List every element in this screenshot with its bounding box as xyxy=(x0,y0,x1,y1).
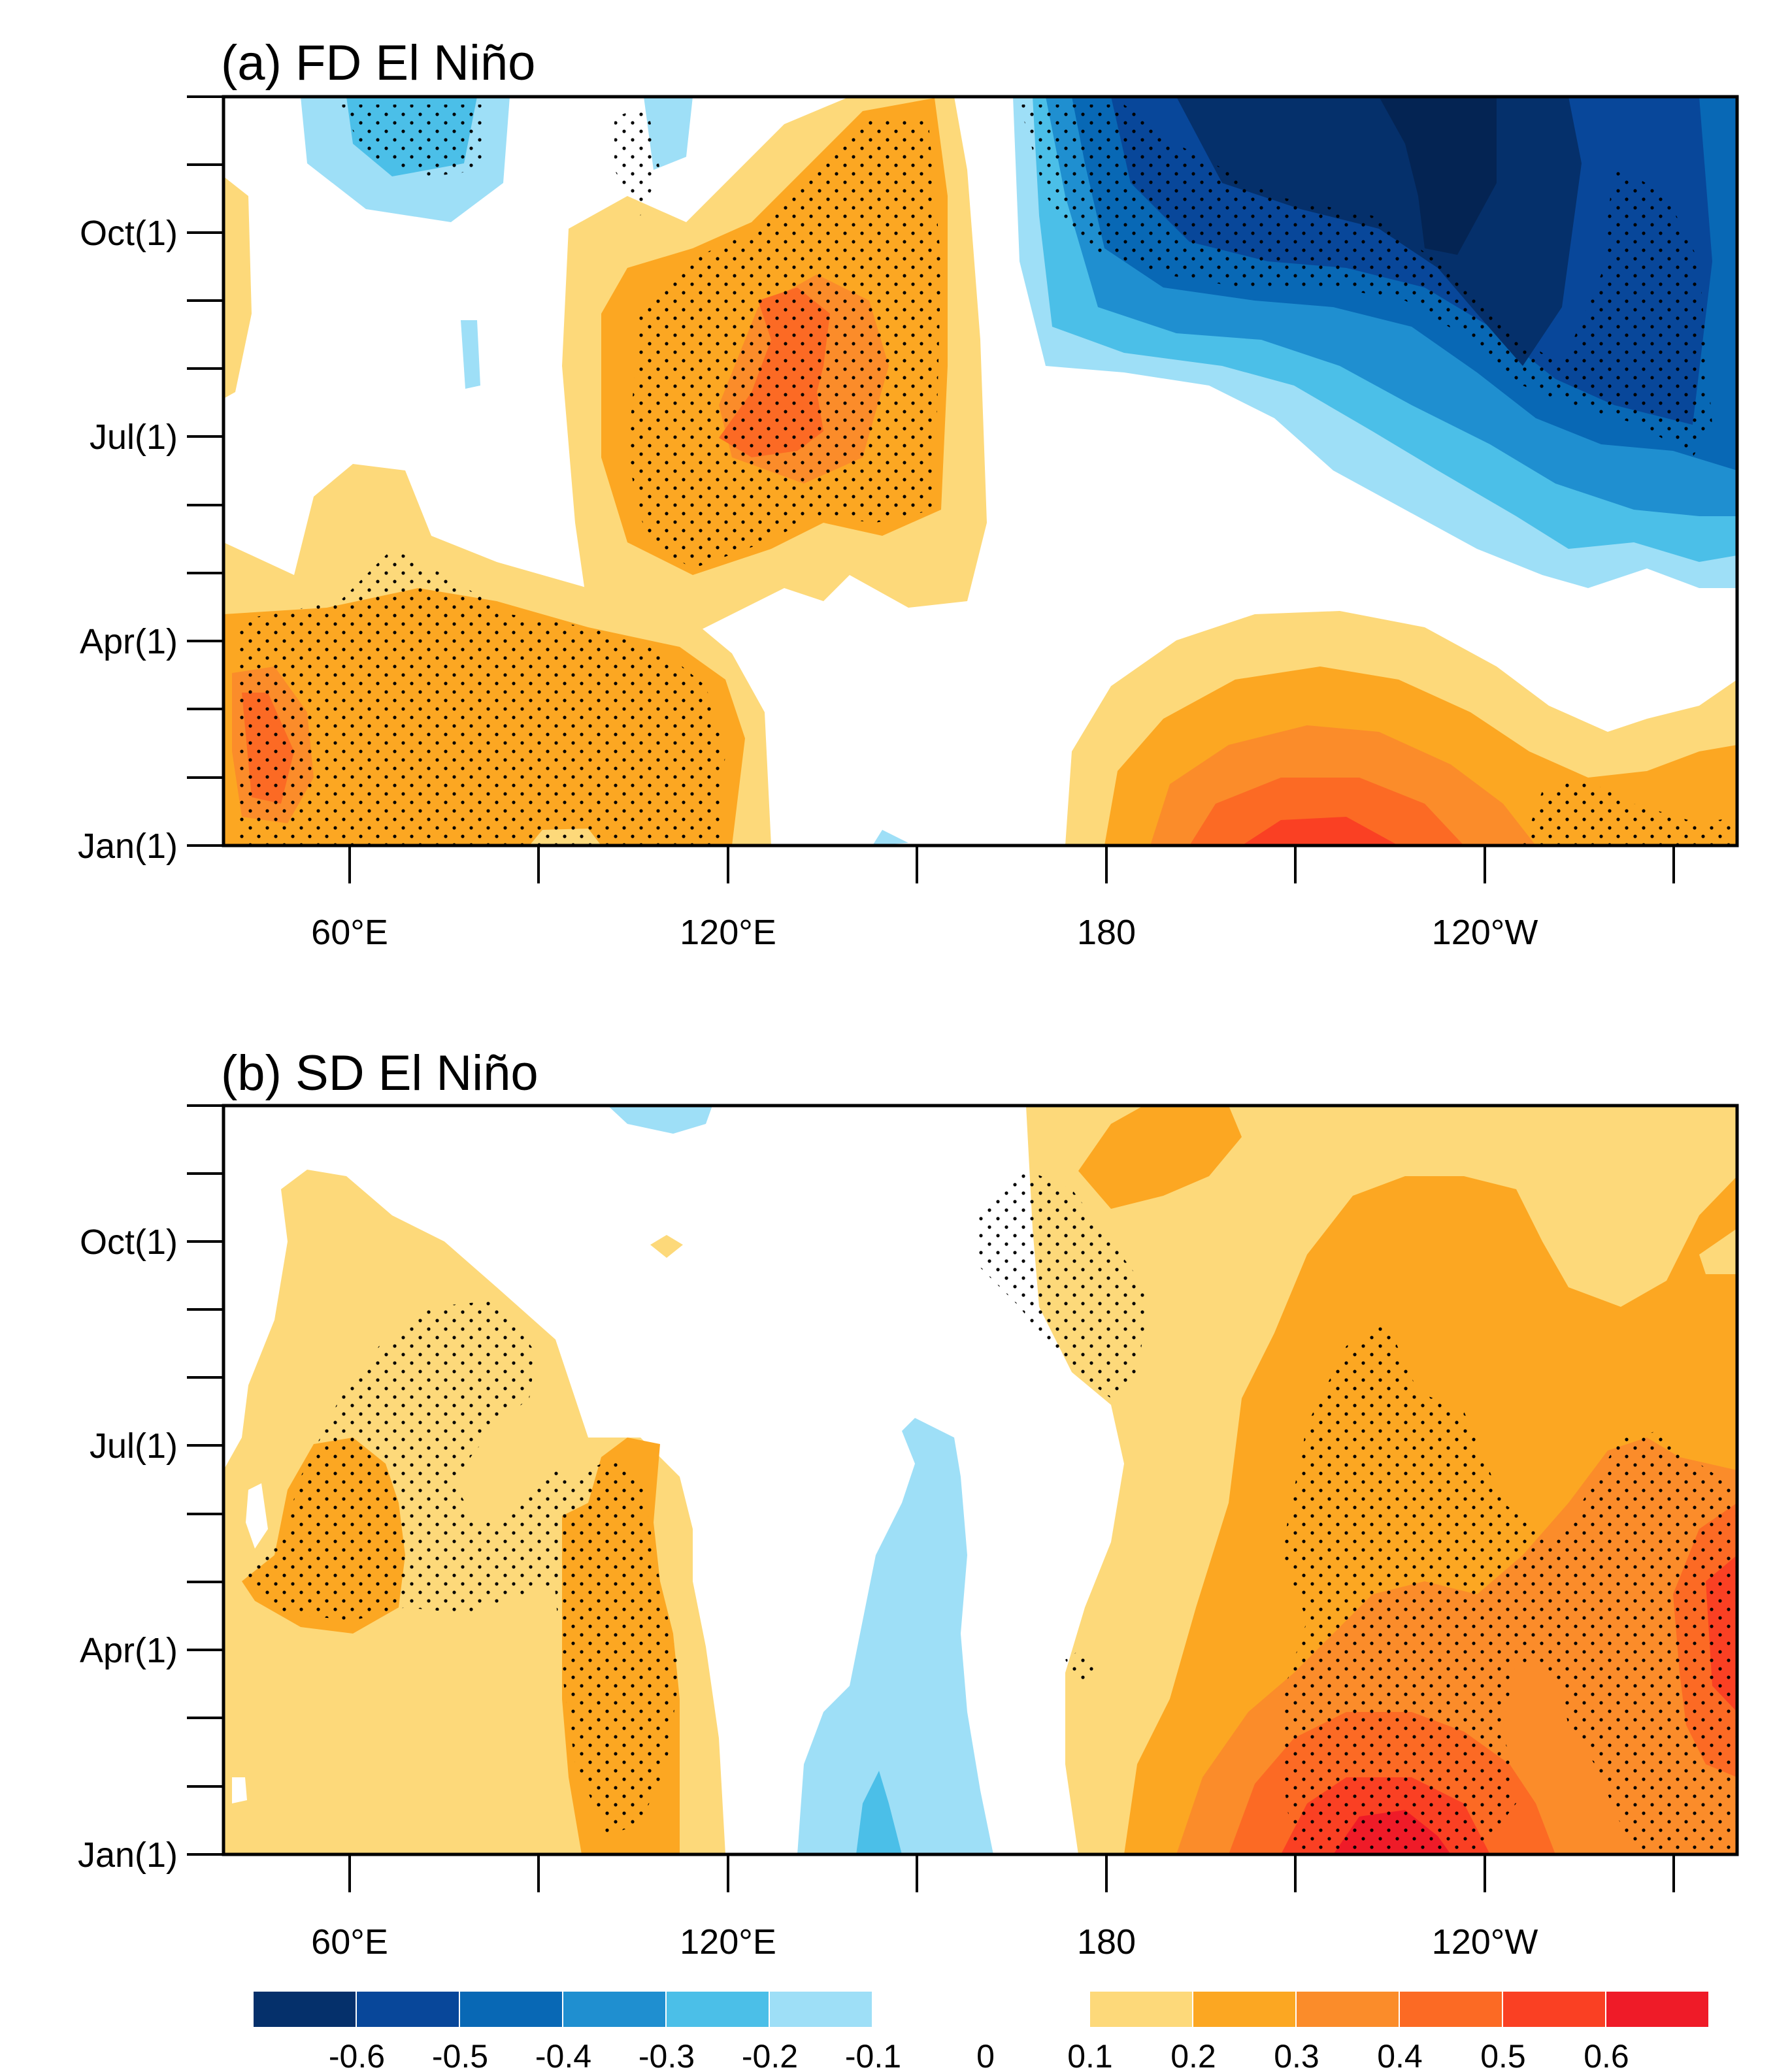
colorbar-label-pos-4: 0.4 xyxy=(1377,2038,1423,2072)
panel-b-ylabel-oct: Oct(1) xyxy=(80,1223,178,1262)
b-yellow-smallblob xyxy=(650,1235,683,1258)
panel-a: (a) FD El Niño xyxy=(78,35,1739,952)
colorbar-label-neg-2: -0.5 xyxy=(432,2038,488,2072)
panel-b-ylabel-apr: Apr(1) xyxy=(80,1631,178,1670)
panel-b-y-ticks xyxy=(187,1104,224,1856)
panel-a-ylabel-apr: Apr(1) xyxy=(80,622,178,661)
colorbar-swatch-pos-2 xyxy=(1193,1992,1295,2027)
colorbar-label-zero: 0 xyxy=(976,2038,995,2072)
colorbar-label-neg-1: -0.6 xyxy=(329,2038,385,2072)
panel-a-ylabel-jan: Jan(1) xyxy=(78,827,178,866)
a-stipple-lowerright xyxy=(1523,778,1737,846)
panel-b-title: (b) SD El Niño xyxy=(221,1045,539,1101)
panel-b-x-ticks xyxy=(348,1854,1675,1892)
colorbar-swatch-neg-1 xyxy=(254,1992,356,2027)
colorbar-label-pos-3: 0.3 xyxy=(1274,2038,1319,2072)
colorbar-swatch-pos-1 xyxy=(1090,1992,1192,2027)
panel-a-frame xyxy=(222,95,1739,847)
b-blue-central xyxy=(797,1418,993,1854)
panel-a-xlabel-60e: 60°E xyxy=(311,913,388,952)
colorbar-label-pos-6: 0.6 xyxy=(1584,2038,1629,2072)
panel-a-ylabel-oct: Oct(1) xyxy=(80,214,178,253)
colorbar-label-neg-5: -0.2 xyxy=(742,2038,798,2072)
colorbar-label-neg-3: -0.4 xyxy=(535,2038,591,2072)
panel-a-x-ticks xyxy=(348,846,1675,883)
panel-a-xlabel-120e: 120°E xyxy=(680,913,776,952)
colorbar-label-pos-5: 0.5 xyxy=(1480,2038,1526,2072)
colorbar-label-neg-6: -0.1 xyxy=(845,2038,901,2072)
colorbar-swatch-pos-4 xyxy=(1400,1992,1502,2027)
a-blue-bottomblip xyxy=(872,830,908,846)
colorbar-swatch-pos-6 xyxy=(1606,1992,1708,2027)
a-stipple-lowerleft xyxy=(235,549,725,846)
a-orange-lowerright-4 xyxy=(1242,817,1399,846)
b-stipple-right xyxy=(1281,1320,1737,1854)
panel-a-field xyxy=(224,97,1737,846)
b-stipple-leftmid xyxy=(549,1457,680,1836)
panel-b: (b) SD El Niño xyxy=(78,1045,1739,1962)
a-blue-deepest-core xyxy=(1379,97,1497,255)
panel-b-xlabel-120e: 120°E xyxy=(680,1922,776,1962)
colorbar-swatch-neg-4 xyxy=(563,1992,665,2027)
a-stipple-topcenter xyxy=(614,105,660,216)
colorbar-swatch-pos-3 xyxy=(1297,1992,1399,2027)
b-blue-topblip xyxy=(608,1106,712,1134)
panel-a-title: (a) FD El Niño xyxy=(221,35,535,91)
b-orange-topright xyxy=(1078,1106,1242,1209)
a-stipple-center xyxy=(627,118,941,568)
colorbar-swatch-neg-6 xyxy=(770,1992,872,2027)
colorbar-swatch-pos-5 xyxy=(1503,1992,1605,2027)
a-yellow-leftstrip xyxy=(224,176,252,399)
panel-b-ylabel-jul: Jul(1) xyxy=(90,1426,178,1466)
colorbar-swatch-neg-2 xyxy=(357,1992,459,2027)
panel-a-y-ticks xyxy=(187,95,224,847)
colorbar-label-pos-1: 0.1 xyxy=(1067,2038,1113,2072)
a-stipple-topleft xyxy=(340,105,484,176)
colorbar-label-neg-4: -0.3 xyxy=(639,2038,695,2072)
panel-b-ylabel-jan: Jan(1) xyxy=(78,1835,178,1875)
panel-a-xlabel-120w: 120°W xyxy=(1432,913,1538,952)
panel-b-xlabel-120w: 120°W xyxy=(1432,1922,1538,1962)
b-yellow-rightedge xyxy=(1699,1228,1737,1274)
b-stipple-left xyxy=(242,1300,575,1620)
a-blue-dot xyxy=(461,320,480,389)
panel-a-ylabel-jul: Jul(1) xyxy=(90,418,178,457)
a-orange-lowerright-3 xyxy=(1189,778,1464,846)
a-stipple-right xyxy=(1020,105,1712,457)
panel-b-field xyxy=(224,1106,1737,1854)
colorbar: -0.6 -0.5 -0.4 -0.3 -0.2 -0.1 0 0.1 0.2 0.3 0.4 0.5… xyxy=(254,1992,1708,2072)
colorbar-swatch-neg-5 xyxy=(667,1992,769,2027)
b-stipple-top xyxy=(974,1170,1150,1398)
b-stipple-dot xyxy=(1065,1647,1098,1683)
colorbar-label-pos-2: 0.2 xyxy=(1170,2038,1216,2072)
b-white-hole-left2 xyxy=(232,1777,247,1803)
panel-a-xlabel-180: 180 xyxy=(1077,913,1136,952)
panel-b-frame xyxy=(222,1104,1739,1856)
panel-b-xlabel-60e: 60°E xyxy=(311,1922,388,1962)
b-white-hole-left xyxy=(246,1483,268,1549)
b-blue-central-core xyxy=(856,1771,902,1854)
panel-b-xlabel-180: 180 xyxy=(1077,1922,1136,1962)
colorbar-swatch-neg-3 xyxy=(460,1992,562,2027)
